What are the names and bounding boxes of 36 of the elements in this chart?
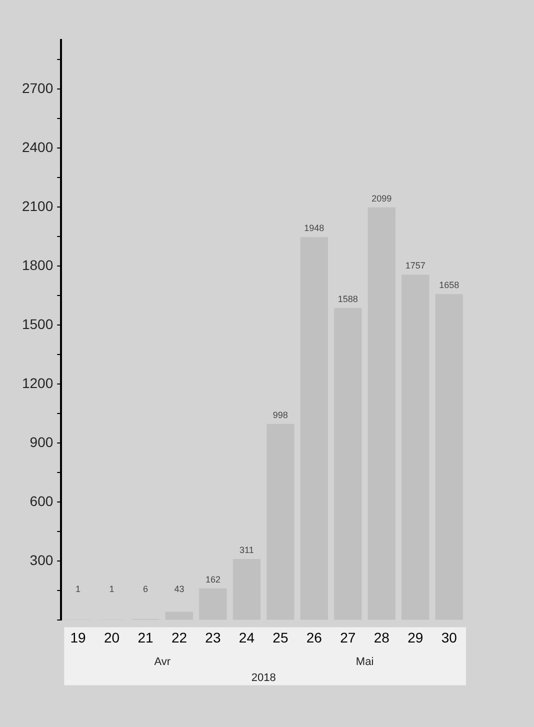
data-label: 1 bbox=[76, 584, 81, 594]
data-label: 1658 bbox=[439, 280, 460, 290]
data-label: 1588 bbox=[338, 294, 358, 304]
data-label: 1 bbox=[109, 584, 114, 594]
data-label: 1948 bbox=[304, 223, 324, 234]
x-tick-label: 25 bbox=[272, 629, 288, 646]
data-label: 162 bbox=[205, 574, 220, 584]
data-label: 43 bbox=[174, 584, 184, 594]
data-label: 998 bbox=[272, 410, 288, 420]
y-tick-label: 2100 bbox=[22, 198, 54, 214]
y-tick-label: 1200 bbox=[22, 375, 54, 392]
y-tick-label: 2400 bbox=[22, 139, 54, 156]
y-tick-label: 300 bbox=[30, 552, 54, 568]
data-label: 6 bbox=[142, 584, 148, 594]
x-tick-label: 20 bbox=[104, 629, 120, 646]
x-tick-label: 27 bbox=[340, 629, 356, 646]
y-tick-label: 2700 bbox=[22, 80, 54, 96]
data-label: 2099 bbox=[372, 193, 392, 204]
data-label: 311 bbox=[240, 545, 254, 556]
x-tick-label: 28 bbox=[374, 629, 390, 646]
y-tick-label: 1500 bbox=[22, 316, 54, 332]
x-tick-label: 29 bbox=[408, 629, 424, 646]
x-tick-label: 22 bbox=[171, 629, 188, 646]
x-tick-label: 23 bbox=[205, 629, 221, 646]
y-tick-label: 1800 bbox=[22, 257, 54, 274]
x-tick-label: 30 bbox=[441, 629, 458, 646]
x-tick-label: 19 bbox=[70, 629, 86, 646]
text: Avr bbox=[154, 656, 171, 668]
y-tick-label: 900 bbox=[30, 434, 54, 450]
y-tick-label: 600 bbox=[30, 493, 54, 510]
x-tick-label: 24 bbox=[238, 629, 255, 646]
x-tick-label: 21 bbox=[138, 629, 154, 646]
text: 2018 bbox=[251, 672, 276, 684]
text: Mai bbox=[356, 656, 374, 668]
data-label: 1757 bbox=[405, 260, 426, 271]
x-tick-label: 26 bbox=[306, 629, 322, 646]
